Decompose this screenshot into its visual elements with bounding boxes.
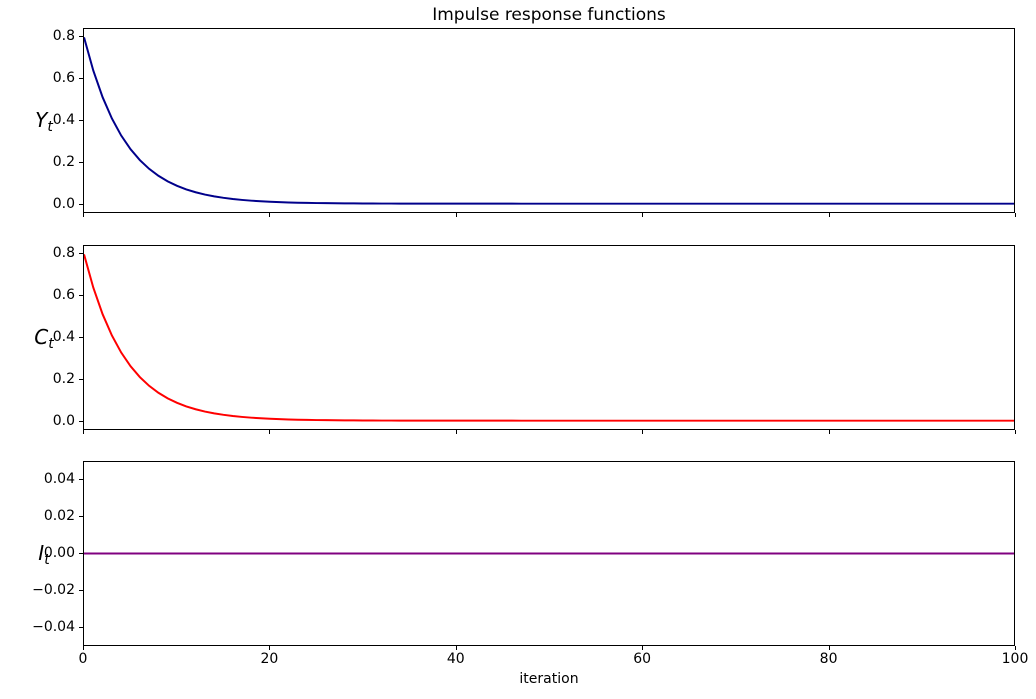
x-tick-mark <box>269 646 271 650</box>
series-line-svg <box>84 254 1014 422</box>
x-tick-mark <box>455 213 457 217</box>
y-tick-mark <box>79 204 83 206</box>
y-tick-label: 0.04 <box>43 471 75 487</box>
ylabel-Yt: Yt <box>18 106 70 141</box>
x-tick-label: 40 <box>446 651 465 667</box>
series-line-svg <box>84 37 1014 205</box>
axes-panel-It <box>83 461 1015 646</box>
x-axis-label: iteration <box>519 671 579 687</box>
ylabel-Yt-sub: t <box>47 119 53 135</box>
y-tick-label: 0.4 <box>52 329 75 345</box>
x-tick-mark <box>642 646 644 650</box>
ylabel-Yt-base: Y <box>35 108 48 132</box>
x-tick-label: 20 <box>260 651 279 667</box>
x-tick-label: 0 <box>78 651 88 667</box>
y-tick-mark <box>79 294 83 296</box>
y-tick-mark <box>79 252 83 254</box>
axes-panel-Yt <box>83 28 1015 213</box>
y-tick-label: 0.2 <box>52 154 75 171</box>
y-tick-label: 0.6 <box>52 286 75 303</box>
x-tick-mark <box>455 430 457 434</box>
ylabel-Ct-sub: t <box>48 336 54 352</box>
x-tick-label: 80 <box>819 651 838 667</box>
y-tick-mark <box>79 553 83 554</box>
y-tick-mark <box>79 516 83 517</box>
series-line <box>84 37 1014 205</box>
axes-panel-Ct <box>83 245 1015 430</box>
chart-title: Impulse response functions <box>432 5 666 25</box>
y-tick-label: 0.00 <box>43 545 75 561</box>
y-tick-label: 0.8 <box>52 244 75 261</box>
y-tick-mark <box>79 421 83 423</box>
x-tick-label: 100 <box>1001 651 1029 667</box>
series-line <box>84 254 1014 422</box>
y-tick-mark <box>79 162 83 164</box>
ylabel-Ct-base: C <box>34 325 49 349</box>
y-tick-label: 0.8 <box>52 27 75 44</box>
y-tick-label: −0.04 <box>32 619 75 635</box>
x-tick-mark <box>83 646 84 650</box>
y-tick-mark <box>79 590 83 591</box>
ylabel-Ct: Ct <box>18 323 70 358</box>
ylabel-It-sub: t <box>44 552 50 568</box>
y-tick-label: 0.4 <box>52 112 75 128</box>
y-tick-mark <box>79 337 83 338</box>
y-tick-label: 0.6 <box>52 69 75 86</box>
x-tick-mark <box>83 213 84 217</box>
x-tick-mark <box>828 213 830 217</box>
ylabel-It: It <box>18 539 70 574</box>
x-tick-mark <box>1015 646 1016 650</box>
series-line-svg <box>84 552 1014 555</box>
x-tick-mark <box>1015 213 1016 217</box>
y-tick-label: 0.02 <box>43 508 75 524</box>
x-tick-mark <box>269 213 271 217</box>
y-tick-mark <box>79 35 83 37</box>
ylabel-It-base: I <box>38 541 45 565</box>
x-tick-mark <box>828 646 830 650</box>
x-tick-mark <box>83 430 84 434</box>
y-tick-label: −0.02 <box>32 582 75 598</box>
y-tick-mark <box>79 77 83 79</box>
y-tick-label: 0.0 <box>52 196 75 213</box>
x-tick-mark <box>642 430 644 434</box>
y-tick-mark <box>79 627 83 628</box>
x-tick-label: 60 <box>633 651 652 667</box>
x-tick-mark <box>455 646 457 650</box>
y-tick-label: 0.2 <box>52 371 75 388</box>
x-tick-mark <box>269 430 271 434</box>
y-tick-label: 0.0 <box>52 413 75 430</box>
x-tick-mark <box>1015 430 1016 434</box>
y-tick-mark <box>79 479 83 480</box>
x-tick-mark <box>642 213 644 217</box>
x-tick-mark <box>828 430 830 434</box>
y-tick-mark <box>79 120 83 121</box>
y-tick-mark <box>79 379 83 381</box>
